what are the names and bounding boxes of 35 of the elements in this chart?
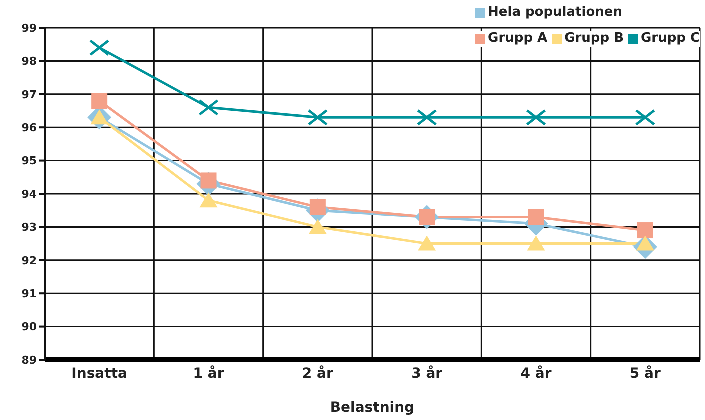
point <box>92 93 108 110</box>
x-tick-label: Insatta <box>72 366 128 382</box>
legend-label: Hela populationen <box>488 5 622 21</box>
x-tick-label: 1 år <box>193 364 224 382</box>
x-axis-title: Belastning <box>330 400 415 416</box>
point <box>418 236 436 251</box>
y-tick-label: 90 <box>22 320 38 334</box>
y-tick-label: 91 <box>22 288 37 301</box>
point <box>526 109 546 126</box>
point <box>308 109 328 126</box>
point <box>637 222 654 239</box>
point <box>89 40 110 56</box>
point <box>635 109 656 126</box>
y-tick-label: 98 <box>22 55 37 68</box>
point <box>527 236 546 251</box>
x-tick-label: 4 år <box>520 364 552 382</box>
x-tick-label: 3 år <box>412 364 443 382</box>
y-tick-label: 95 <box>22 154 37 168</box>
point <box>198 99 219 116</box>
y-tick-label: 93 <box>22 221 37 234</box>
legend-label: Grupp A <box>488 31 548 47</box>
x-tick-label: 2 år <box>302 364 334 382</box>
point <box>200 192 218 208</box>
legend-label: Grupp C <box>640 31 700 47</box>
y-tick-label: 92 <box>22 254 37 268</box>
x-tick-label: 5 år <box>630 364 661 382</box>
y-tick-label: 89 <box>22 354 37 367</box>
point <box>308 219 327 234</box>
point <box>528 209 544 226</box>
y-tick-label: 97 <box>22 88 37 102</box>
point <box>416 109 438 126</box>
legend-label: Grupp B <box>564 31 624 47</box>
y-tick-label: 94 <box>22 188 38 201</box>
y-tick-label: 99 <box>22 22 37 35</box>
y-tick-label: 96 <box>22 122 38 135</box>
